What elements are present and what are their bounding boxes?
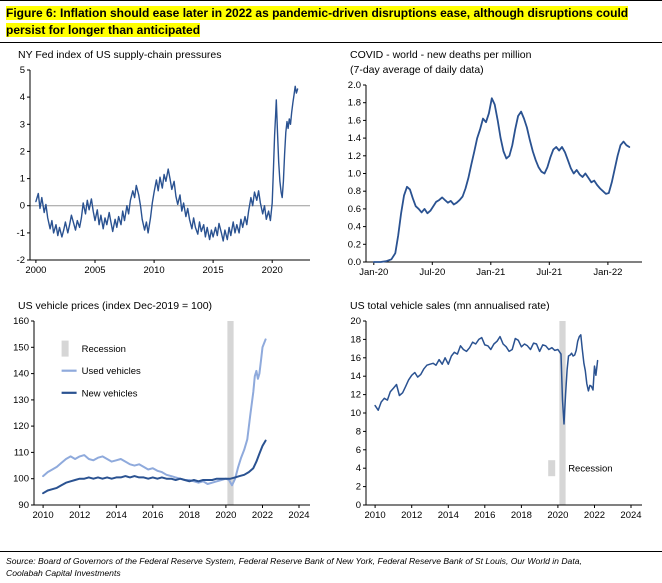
svg-text:1: 1	[20, 174, 25, 185]
svg-text:2014: 2014	[438, 510, 459, 521]
svg-text:0: 0	[356, 500, 361, 511]
svg-text:0.6: 0.6	[348, 204, 361, 215]
svg-text:1.6: 1.6	[348, 116, 361, 127]
svg-text:Jan-20: Jan-20	[359, 267, 388, 278]
svg-text:12: 12	[350, 390, 361, 401]
svg-text:2018: 2018	[511, 510, 532, 521]
svg-text:-1: -1	[17, 228, 25, 239]
source-line-1: Source: Board of Governors of the Federa…	[6, 555, 582, 566]
svg-text:Used vehicles: Used vehicles	[82, 367, 141, 378]
svg-text:2016: 2016	[474, 510, 495, 521]
svg-text:110: 110	[14, 448, 29, 459]
svg-text:120: 120	[13, 422, 29, 433]
svg-text:Jan-22: Jan-22	[593, 267, 622, 278]
svg-text:2022: 2022	[252, 510, 273, 521]
svg-text:2000: 2000	[25, 265, 46, 276]
charts-grid: NY Fed index of US supply-chain pressure…	[0, 43, 662, 527]
svg-text:0.2: 0.2	[348, 240, 361, 251]
svg-text:3: 3	[20, 120, 25, 131]
svg-text:New vehicles: New vehicles	[82, 389, 138, 400]
svg-text:10: 10	[350, 408, 361, 419]
svg-text:1.4: 1.4	[348, 133, 361, 144]
svg-text:140: 140	[13, 369, 29, 380]
svg-text:2.0: 2.0	[348, 80, 361, 91]
svg-text:1.0: 1.0	[348, 169, 361, 180]
svg-text:2018: 2018	[179, 510, 200, 521]
panel-vehicle-sales: US total vehicle sales (mn annualised ra…	[336, 296, 658, 527]
svg-text:2005: 2005	[84, 265, 105, 276]
svg-text:2: 2	[20, 147, 25, 158]
chart-title-vehicle-sales: US total vehicle sales (mn annualised ra…	[350, 300, 550, 313]
svg-text:150: 150	[13, 343, 29, 354]
svg-text:2015: 2015	[203, 265, 224, 276]
svg-text:2020: 2020	[262, 265, 283, 276]
svg-text:6: 6	[356, 445, 361, 456]
svg-text:2014: 2014	[106, 510, 127, 521]
svg-text:2022: 2022	[584, 510, 605, 521]
svg-text:20: 20	[350, 316, 361, 327]
svg-text:4: 4	[356, 464, 361, 475]
svg-text:18: 18	[350, 335, 361, 346]
svg-text:1.8: 1.8	[348, 98, 361, 109]
svg-text:Recession: Recession	[82, 345, 126, 356]
covid-deaths-chart: 0.0 0.2 0.4 0.6 0.8 1.0 1.2 1.4 1.6 1.8 2.0 Jan-20 J…	[348, 80, 642, 278]
svg-text:8: 8	[356, 427, 361, 438]
source-line-2: Coolabah Capital Investments	[6, 567, 121, 578]
svg-text:1.2: 1.2	[348, 151, 361, 162]
figure-header: Figure 6: Inflation should ease later in…	[0, 0, 662, 44]
svg-text:0.0: 0.0	[348, 257, 361, 268]
chart-title-vehicle-prices: US vehicle prices (index Dec-2019 = 100)	[18, 300, 213, 313]
chart-title-supply-chain: NY Fed index of US supply-chain pressure…	[18, 49, 222, 62]
svg-text:100: 100	[13, 474, 29, 485]
svg-text:160: 160	[13, 316, 29, 327]
svg-text:5: 5	[20, 65, 25, 76]
svg-text:0.4: 0.4	[348, 222, 361, 233]
vehicle-sales-chart: 0 2 4 6 8 10 12 14 16 18 20 2010 2012 2014 2016 2018 202…	[350, 316, 642, 521]
svg-text:16: 16	[350, 353, 361, 364]
svg-text:Jul-21: Jul-21	[536, 267, 562, 278]
svg-text:2: 2	[356, 482, 361, 493]
panel-supply-chain: NY Fed index of US supply-chain pressure…	[4, 45, 336, 284]
panel-vehicle-prices: US vehicle prices (index Dec-2019 = 100)…	[4, 296, 336, 527]
chart-title-covid-deaths: COVID - world - new deaths per million	[350, 49, 532, 62]
svg-text:90: 90	[18, 500, 29, 511]
svg-text:Recession: Recession	[568, 464, 612, 475]
svg-text:2024: 2024	[620, 510, 641, 521]
svg-text:2024: 2024	[288, 510, 309, 521]
svg-text:130: 130	[13, 395, 29, 406]
svg-text:2010: 2010	[144, 265, 165, 276]
source-note: Source: Board of Governors of the Federa…	[0, 550, 662, 583]
svg-text:2020: 2020	[547, 510, 568, 521]
svg-text:2012: 2012	[69, 510, 90, 521]
svg-text:0: 0	[20, 201, 25, 212]
vehicle-prices-chart: 90 100 110 120 130 140 150 160 2010 2012 2014 2016 2…	[13, 316, 310, 521]
svg-text:2010: 2010	[365, 510, 386, 521]
panel-covid-deaths: COVID - world - new deaths per million (…	[336, 45, 658, 284]
svg-text:2016: 2016	[142, 510, 163, 521]
figure-title: Figure 6: Inflation should ease later in…	[6, 6, 629, 37]
svg-text:4: 4	[20, 92, 25, 103]
svg-text:-2: -2	[17, 255, 25, 266]
svg-text:Jul-20: Jul-20	[419, 267, 445, 278]
svg-text:2010: 2010	[33, 510, 54, 521]
supply-chain-chart: -2 -1 0 1 2 3 4 5 2000 2005 2010 2015 2020	[17, 65, 310, 276]
chart-subtitle-covid-deaths: (7-day average of daily data)	[350, 64, 484, 77]
svg-text:14: 14	[350, 372, 361, 383]
svg-text:2012: 2012	[401, 510, 422, 521]
svg-text:2020: 2020	[215, 510, 236, 521]
svg-text:Jan-21: Jan-21	[476, 267, 505, 278]
svg-text:0.8: 0.8	[348, 187, 361, 198]
